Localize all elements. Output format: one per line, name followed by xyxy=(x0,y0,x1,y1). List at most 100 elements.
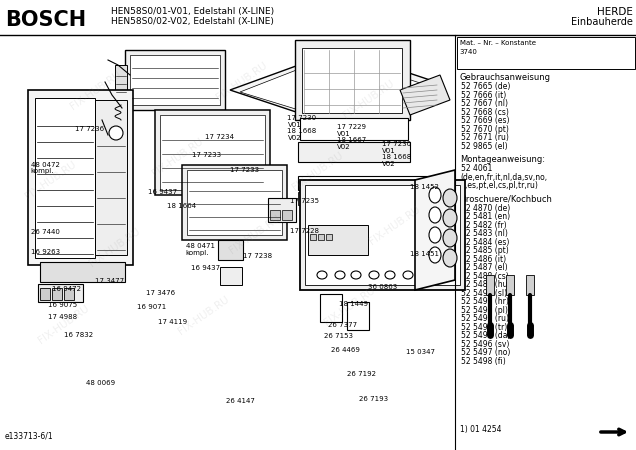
Text: Einbauherde: Einbauherde xyxy=(571,17,633,27)
Bar xyxy=(380,220,460,232)
Text: 16 9075: 16 9075 xyxy=(48,302,77,308)
Text: FIX-HUB.RU: FIX-HUB.RU xyxy=(36,303,91,345)
Ellipse shape xyxy=(429,227,441,243)
Text: 17 7229
V01
18 1667
V02: 17 7229 V01 18 1667 V02 xyxy=(337,124,366,150)
Text: Broschuere/Kochbuch: Broschuere/Kochbuch xyxy=(460,195,551,204)
Text: 52 7665 (de): 52 7665 (de) xyxy=(460,82,510,91)
Bar xyxy=(52,288,62,300)
Text: 52 5482 (fr): 52 5482 (fr) xyxy=(460,221,506,230)
Ellipse shape xyxy=(429,207,441,223)
Text: 17 4988: 17 4988 xyxy=(48,314,77,320)
Text: fi,es,pt,el,cs,pl,tr,ru): fi,es,pt,el,cs,pl,tr,ru) xyxy=(460,181,539,190)
Text: 16 9263: 16 9263 xyxy=(31,249,60,255)
Bar xyxy=(295,40,410,120)
Bar xyxy=(130,55,220,105)
Polygon shape xyxy=(240,55,420,118)
Bar xyxy=(155,110,270,195)
Text: 18 1451: 18 1451 xyxy=(410,251,439,257)
Text: 52 5495 (da): 52 5495 (da) xyxy=(460,331,510,340)
Bar xyxy=(347,302,369,330)
Bar xyxy=(298,142,410,162)
Bar xyxy=(326,234,332,240)
Text: 17 7238: 17 7238 xyxy=(243,253,272,259)
Text: 16 9071: 16 9071 xyxy=(137,304,166,310)
Text: 3740: 3740 xyxy=(460,49,478,55)
Bar xyxy=(320,294,342,322)
Text: 52 5481 (en): 52 5481 (en) xyxy=(460,212,510,221)
Text: BOSCH: BOSCH xyxy=(5,10,86,30)
Text: 52 7669 (es): 52 7669 (es) xyxy=(460,116,509,125)
Text: 26 7440: 26 7440 xyxy=(31,230,59,235)
Ellipse shape xyxy=(317,271,327,279)
Ellipse shape xyxy=(385,271,395,279)
Bar xyxy=(305,185,460,285)
Text: 15 0347: 15 0347 xyxy=(406,349,435,355)
Text: FIX-HUB.RU: FIX-HUB.RU xyxy=(151,136,205,179)
Bar xyxy=(95,100,127,255)
Text: 52 4061: 52 4061 xyxy=(460,164,492,173)
Bar xyxy=(268,198,296,222)
Text: 48 0472
kompl.: 48 0472 kompl. xyxy=(31,162,59,175)
Text: FIX-HUB.RU: FIX-HUB.RU xyxy=(87,226,142,269)
Text: 18 1449: 18 1449 xyxy=(339,302,368,307)
Text: 17 7234: 17 7234 xyxy=(205,134,234,140)
Text: FIX-HUB.RU: FIX-HUB.RU xyxy=(68,69,123,111)
Text: FIX-HUB.RU: FIX-HUB.RU xyxy=(367,204,422,246)
Bar xyxy=(28,90,133,265)
Text: 36 0863: 36 0863 xyxy=(368,284,397,290)
Text: 52 5493 (ru): 52 5493 (ru) xyxy=(460,314,509,323)
Bar xyxy=(300,180,465,290)
Text: 17 7236: 17 7236 xyxy=(75,126,104,132)
Text: FIX-HUB.RU: FIX-HUB.RU xyxy=(322,285,377,327)
Bar xyxy=(318,234,324,240)
Text: 52 5488 (cs): 52 5488 (cs) xyxy=(460,272,508,281)
Text: 17 7233: 17 7233 xyxy=(192,152,221,158)
Text: 52 5486 (it): 52 5486 (it) xyxy=(460,255,506,264)
Text: FIX-HUB.RU: FIX-HUB.RU xyxy=(176,294,231,336)
Ellipse shape xyxy=(403,271,413,279)
Ellipse shape xyxy=(429,187,441,203)
Text: 52 5489 (hu): 52 5489 (hu) xyxy=(460,280,510,289)
Bar xyxy=(125,50,225,110)
Text: 16 9437: 16 9437 xyxy=(191,265,220,270)
Text: 52 7668 (cs): 52 7668 (cs) xyxy=(460,108,509,117)
Bar xyxy=(526,275,534,295)
Text: Montageanweisung:: Montageanweisung: xyxy=(460,155,544,164)
Bar xyxy=(270,210,280,220)
Circle shape xyxy=(109,126,123,140)
Bar xyxy=(298,176,443,190)
Text: 17 3476: 17 3476 xyxy=(146,290,176,296)
Text: 18 1452: 18 1452 xyxy=(410,184,439,189)
Text: 16 7832: 16 7832 xyxy=(64,332,93,338)
Bar xyxy=(486,275,494,295)
Text: 52 5497 (no): 52 5497 (no) xyxy=(460,348,510,357)
Bar xyxy=(40,262,125,282)
Text: 52 7667 (nl): 52 7667 (nl) xyxy=(460,99,508,108)
Text: 16 9437: 16 9437 xyxy=(148,189,177,195)
Text: (de,en,fr,it,nl,da,sv,no,: (de,en,fr,it,nl,da,sv,no, xyxy=(460,173,548,182)
Bar xyxy=(38,284,83,302)
Text: 17 7230
V01
18 1668
V02: 17 7230 V01 18 1668 V02 xyxy=(382,141,411,167)
Bar xyxy=(187,170,282,235)
Text: 52 5484 (es): 52 5484 (es) xyxy=(460,238,509,247)
Text: 1) 01 4254: 1) 01 4254 xyxy=(460,425,501,434)
Text: Mat. – Nr. – Konstante: Mat. – Nr. – Konstante xyxy=(460,40,536,46)
Bar xyxy=(506,275,514,295)
Ellipse shape xyxy=(351,271,361,279)
Bar xyxy=(302,48,402,113)
Text: 17 4119: 17 4119 xyxy=(158,320,187,325)
Ellipse shape xyxy=(443,189,457,207)
Text: Gebrauchsanweisung: Gebrauchsanweisung xyxy=(460,73,551,82)
Polygon shape xyxy=(230,50,430,120)
Text: 26 7193: 26 7193 xyxy=(359,396,389,402)
Ellipse shape xyxy=(443,249,457,267)
Bar xyxy=(457,37,635,69)
Ellipse shape xyxy=(335,271,345,279)
Bar xyxy=(35,98,95,258)
Bar xyxy=(380,200,440,210)
Ellipse shape xyxy=(443,229,457,247)
Bar xyxy=(40,288,50,300)
Text: 52 7670 (pt): 52 7670 (pt) xyxy=(460,125,509,134)
Bar xyxy=(298,192,443,205)
Text: 18 1664: 18 1664 xyxy=(167,203,196,209)
